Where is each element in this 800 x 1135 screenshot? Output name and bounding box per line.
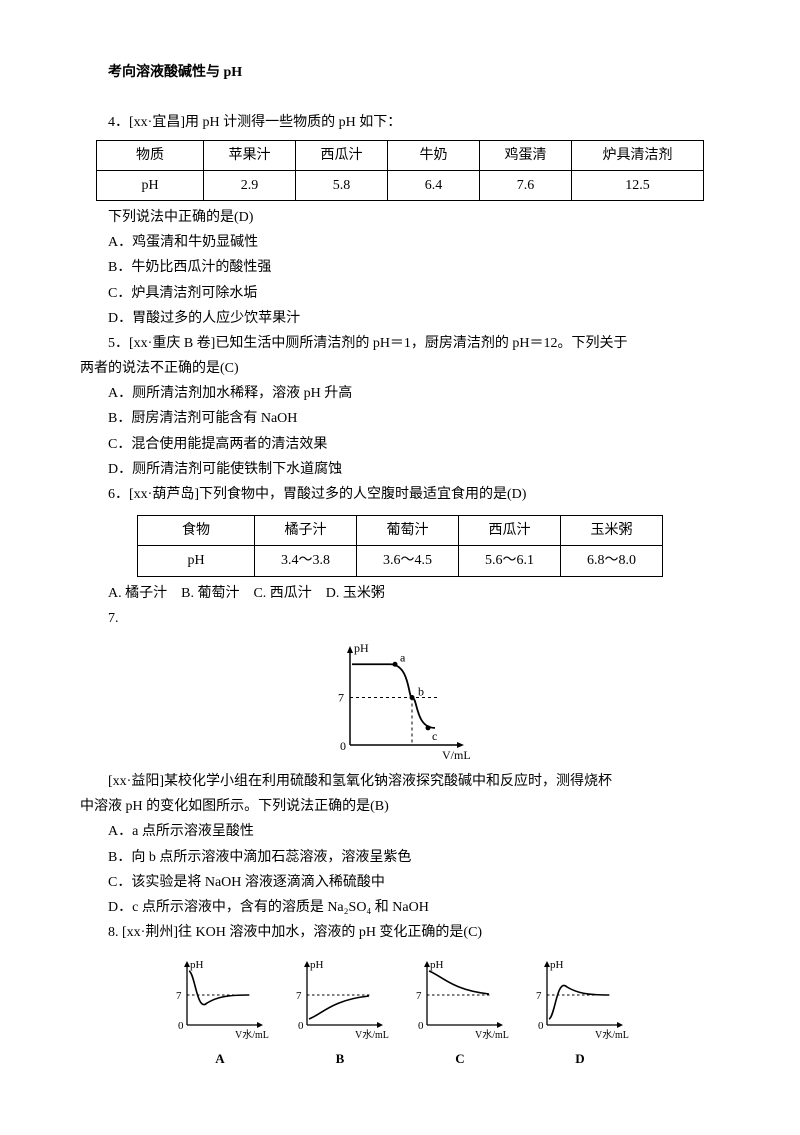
q5-opt-d: D．厕所清洁剂可能使铁制下水道腐蚀: [80, 457, 720, 482]
q4-table: 物质苹果汁西瓜汁牛奶鸡蛋清炉具清洁剂pH2.95.86.47.612.5: [96, 140, 704, 201]
svg-text:V水/mL: V水/mL: [475, 1029, 509, 1041]
q7-stem1: [xx·益阳]某校化学小组在利用硫酸和氢氧化钠溶液探究酸碱中和反应时，测得烧杯: [80, 769, 720, 794]
q8-label-b: B: [285, 1047, 395, 1070]
q8-label-c: C: [405, 1047, 515, 1070]
svg-text:0: 0: [418, 1020, 424, 1032]
q8-chart-b: pH V水/mL 0 7: [285, 953, 395, 1043]
q7-opt-b: B．向 b 点所示溶液中滴加石蕊溶液，溶液呈紫色: [80, 845, 720, 870]
svg-text:V水/mL: V水/mL: [595, 1029, 629, 1041]
svg-text:a: a: [400, 650, 406, 664]
q5-opt-c: C．混合使用能提高两者的清洁效果: [80, 432, 720, 457]
svg-text:7: 7: [338, 690, 344, 704]
q8-label-a: A: [165, 1047, 275, 1070]
svg-text:pH: pH: [190, 959, 204, 971]
q6-stem: 6．[xx·葫芦岛]下列食物中，胃酸过多的人空腹时最适宜食用的是(D): [80, 482, 720, 507]
q7-stem2: 中溶液 pH 的变化如图所示。下列说法正确的是(B): [80, 794, 720, 819]
svg-text:0: 0: [538, 1020, 544, 1032]
svg-text:V水/mL: V水/mL: [235, 1029, 269, 1041]
svg-text:V/mL: V/mL: [442, 748, 471, 762]
q4-opt-d: D．胃酸过多的人应少饮苹果汁: [80, 306, 720, 331]
q8-chart-a: pH V水/mL 0 7: [165, 953, 275, 1043]
q4-stem: 4．[xx·宜昌]用 pH 计测得一些物质的 pH 如下：: [80, 110, 720, 135]
svg-text:pH: pH: [310, 959, 324, 971]
q6-options: A. 橘子汁 B. 葡萄汁 C. 西瓜汁 D. 玉米粥: [80, 581, 720, 606]
q4-opt-a: A．鸡蛋清和牛奶显碱性: [80, 230, 720, 255]
svg-text:0: 0: [340, 739, 346, 753]
section-heading: 考向溶液酸碱性与 pH: [80, 60, 720, 85]
q4-opt-b: B．牛奶比西瓜汁的酸性强: [80, 255, 720, 280]
svg-text:7: 7: [416, 990, 422, 1002]
q5-opt-b: B．厨房清洁剂可能含有 NaOH: [80, 406, 720, 431]
q8-chart-d: pH V水/mL 0 7: [525, 953, 635, 1043]
q5-stem2: 两者的说法不正确的是(C): [80, 356, 720, 381]
q4-opt-c: C．炉具清洁剂可除水垢: [80, 281, 720, 306]
q6-table: 食物橘子汁葡萄汁西瓜汁玉米粥pH3.4～3.83.6～4.55.6～6.16.8…: [137, 515, 663, 576]
q5-stem1: 5．[xx·重庆 B 卷]已知生活中厕所清洁剂的 pH＝1，厨房清洁剂的 pH＝…: [80, 331, 720, 356]
svg-text:0: 0: [298, 1020, 304, 1032]
svg-text:V水/mL: V水/mL: [355, 1029, 389, 1041]
q7-chart: pH V/mL 0 7 a b c: [310, 635, 490, 765]
q7-opt-a: A．a 点所示溶液呈酸性: [80, 819, 720, 844]
q8-chart-row: pH V水/mL 0 7 A pH V水/mL 0 7 B pH V水/mL 0 7 C pH V水…: [80, 949, 720, 1070]
svg-text:0: 0: [178, 1020, 184, 1032]
svg-text:b: b: [418, 684, 424, 698]
svg-text:7: 7: [296, 990, 302, 1002]
q8-chart-c: pH V水/mL 0 7: [405, 953, 515, 1043]
svg-text:c: c: [432, 729, 437, 743]
q8-stem: 8. [xx·荆州]往 KOH 溶液中加水，溶液的 pH 变化正确的是(C): [80, 920, 720, 945]
q7-opt-d: D．c 点所示溶液中，含有的溶质是 Na₂SO₄ 和 NaOH: [80, 895, 720, 920]
svg-text:pH: pH: [430, 959, 444, 971]
q7-num: 7.: [80, 606, 720, 631]
svg-text:pH: pH: [550, 959, 564, 971]
svg-text:7: 7: [176, 990, 182, 1002]
q4-line2: 下列说法中正确的是(D): [80, 205, 720, 230]
q7-opt-c: C．该实验是将 NaOH 溶液逐滴滴入稀硫酸中: [80, 870, 720, 895]
svg-text:pH: pH: [354, 641, 369, 655]
svg-text:7: 7: [536, 990, 542, 1002]
q5-opt-a: A．厕所清洁剂加水稀释，溶液 pH 升高: [80, 381, 720, 406]
q8-label-d: D: [525, 1047, 635, 1070]
